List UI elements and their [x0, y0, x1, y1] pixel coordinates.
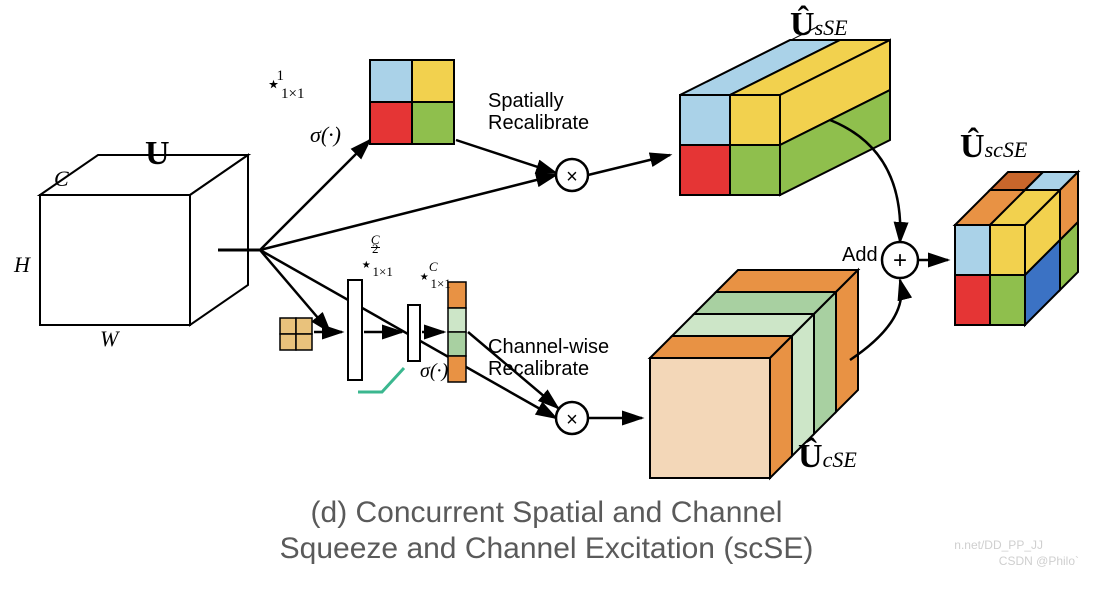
caption-line-2: Squeeze and Channel Excitation (scSE) [0, 532, 1093, 566]
label-sigma-top: σ(·) [310, 122, 341, 148]
mult-top: × [556, 159, 588, 191]
arrow-bypass-top [260, 175, 556, 250]
mult-bot: × [556, 402, 588, 434]
label-starc: ⋆1×1C [418, 264, 460, 292]
u-cube [40, 155, 248, 325]
label-h: H [14, 252, 30, 278]
watermark-1: n.net/DD_PP_JJ [954, 538, 1043, 552]
add-node: + [882, 242, 918, 278]
label-channel: Channel-wiseRecalibrate [488, 336, 609, 380]
label-ucse: ÛcSE [798, 438, 857, 476]
usse-cube [680, 13, 890, 195]
svg-text:×: × [566, 166, 578, 188]
channel-vector [448, 282, 466, 382]
fc-bar-1 [348, 280, 362, 380]
watermark-2: CSDN @Philo` [999, 554, 1079, 568]
spatial-grid [370, 60, 454, 144]
arrow-mult-to-usse [588, 155, 670, 175]
arrow-to-spatial-grid [260, 140, 370, 250]
label-c: C [54, 166, 69, 192]
svg-text:×: × [566, 409, 578, 431]
arrow-grid-to-mult [456, 140, 556, 173]
gap-icon [280, 318, 312, 350]
label-usse: ÛsSE [790, 6, 848, 44]
label-star1: ⋆1×11 [266, 70, 312, 103]
label-u: U [145, 135, 170, 173]
label-w: W [100, 326, 118, 352]
svg-text:+: + [893, 247, 907, 274]
label-uscse: ÛscSE [960, 128, 1027, 166]
label-sigma-bot: σ(·) [420, 360, 448, 383]
caption-line-1: (d) Concurrent Spatial and Channel [0, 496, 1093, 530]
uscse-cube [955, 172, 1078, 325]
diagram-root: × × [0, 0, 1093, 590]
relu-icon [358, 368, 404, 392]
label-starc2: ⋆1×1C2 [360, 252, 402, 280]
label-add: Add [842, 244, 878, 267]
label-spatial: SpatiallyRecalibrate [488, 90, 589, 134]
fc-bar-2 [408, 305, 420, 361]
